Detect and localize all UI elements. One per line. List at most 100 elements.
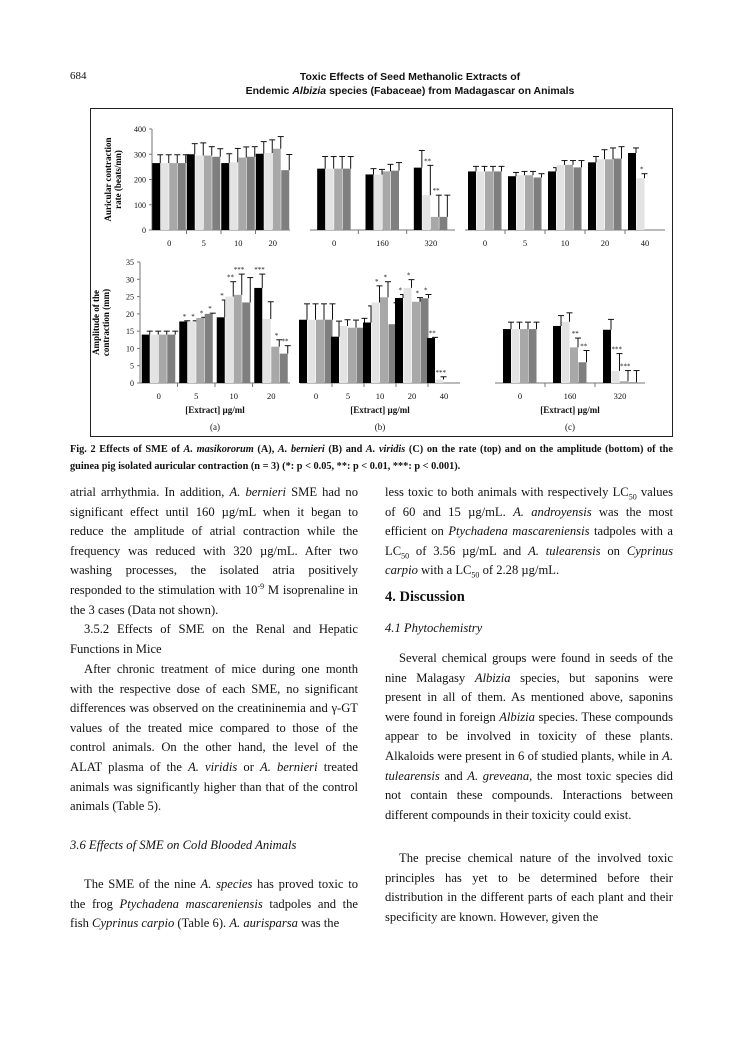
text-run: less toxic to both animals with respecti…	[385, 485, 629, 499]
significance-marker: *	[208, 305, 212, 313]
bar	[380, 297, 388, 383]
bar	[334, 168, 343, 230]
significance-marker: **	[580, 343, 588, 351]
x-tick-label: 20	[269, 238, 278, 248]
bar	[195, 155, 204, 230]
bar	[430, 216, 439, 230]
bar	[158, 334, 167, 383]
bar	[516, 175, 525, 230]
bar	[548, 171, 556, 230]
subscript: 50	[628, 492, 637, 502]
bar	[203, 155, 212, 230]
text-run: 4.1 Phytochemistry	[385, 621, 483, 635]
bar	[254, 287, 263, 383]
text-run: (A),	[253, 444, 278, 455]
text-run: with a LC	[417, 563, 472, 578]
bar	[391, 170, 399, 230]
bar	[255, 153, 264, 230]
bar	[365, 174, 374, 230]
bar	[363, 322, 371, 383]
figure-frame	[90, 108, 673, 437]
paragraph: atrial arrhythmia. In addition, A. berni…	[70, 483, 358, 620]
paragraph: The precise chemical nature of the invol…	[385, 849, 673, 927]
y-tick-label: 0	[130, 379, 134, 388]
bar	[316, 319, 324, 383]
bar	[520, 329, 528, 383]
y-tick-label: 30	[126, 275, 134, 284]
bar	[525, 175, 533, 230]
significance-marker: *	[200, 309, 204, 317]
bar	[570, 347, 578, 383]
text-run: species, but saponins were present in al…	[385, 670, 673, 724]
y-tick-label: 20	[126, 310, 134, 319]
bar	[246, 156, 255, 230]
bar	[611, 370, 620, 383]
subsection-heading: 4.1 Phytochemistry	[385, 619, 673, 639]
subscript: 50	[471, 570, 480, 580]
bar	[264, 152, 273, 230]
panel-label: (c)	[565, 422, 575, 432]
significance-marker: *	[407, 272, 411, 280]
bar	[508, 176, 516, 230]
text-run: 3.5.2 Effects of SME on the Renal and He…	[70, 622, 358, 656]
bar	[225, 296, 234, 383]
text-run: on	[600, 543, 627, 558]
x-tick-label: 10	[234, 238, 243, 248]
significance-marker: *	[275, 332, 279, 340]
running-title-line1: Toxic Effects of Seed Methanolic Extract…	[299, 71, 521, 83]
bar	[503, 329, 511, 383]
x-tick-label: 10	[376, 391, 385, 401]
bar	[578, 362, 587, 383]
italic-text: A. bernieri	[229, 485, 287, 499]
bar	[179, 321, 188, 383]
y-tick-label: 35	[126, 258, 134, 267]
text-run: has proved toxic to the frog	[70, 877, 359, 911]
bar	[167, 334, 176, 383]
significance-marker: *	[183, 313, 187, 321]
text-run: (C) on the rate (top) and on the amplitu…	[70, 444, 673, 472]
significance-marker: *	[416, 290, 420, 298]
text-run: 3.6 Effects of SME on Cold Blooded Anima…	[70, 838, 297, 852]
text-run: of 3.56 µg/mL and	[409, 543, 529, 558]
section-heading: 4. Discussion	[385, 588, 673, 608]
significance-marker: ***	[436, 369, 447, 377]
italic-text: A. tulearensis	[528, 543, 601, 558]
significance-marker: *	[640, 166, 644, 174]
subscript: 50	[401, 551, 410, 561]
y-tick-label: 10	[126, 344, 134, 353]
bar	[238, 157, 247, 230]
significance-marker: **	[282, 338, 290, 346]
panel-label: (a)	[210, 422, 220, 432]
bar	[485, 171, 493, 230]
right-column: less toxic to both animals with respecti…	[385, 483, 673, 943]
bar	[317, 168, 326, 230]
italic-text: A. species	[200, 877, 253, 891]
italic-text: A. bernieri	[260, 759, 318, 774]
bar	[374, 174, 382, 230]
bar	[636, 178, 645, 230]
paragraph: Several chemical groups were found in se…	[385, 649, 673, 825]
x-tick-label: 20	[601, 238, 610, 248]
text-run: species (Fabaceae) from Madagascar on An…	[326, 85, 575, 97]
bar	[160, 163, 169, 230]
significance-marker: *	[399, 286, 403, 294]
x-tick-label: 0	[518, 391, 522, 401]
significance-marker: *	[384, 274, 388, 282]
text-run: tadpoles with a LC	[385, 524, 673, 558]
bar	[331, 336, 339, 383]
bar	[420, 298, 429, 383]
italic-text: Cyprinus carpio	[92, 916, 175, 931]
significance-marker: **	[572, 330, 580, 338]
italic-text: A. androyensis	[513, 504, 592, 519]
x-tick-label: 320	[424, 238, 437, 248]
text-run: 4. Discussion	[385, 589, 465, 605]
x-tick-label: 0	[157, 391, 161, 401]
bar	[533, 177, 542, 230]
x-tick-label: 160	[564, 391, 577, 401]
bar	[435, 379, 444, 383]
significance-marker: *	[424, 286, 428, 294]
bar	[603, 329, 611, 383]
bar	[324, 319, 333, 383]
bar	[553, 325, 561, 383]
bar	[596, 159, 605, 230]
